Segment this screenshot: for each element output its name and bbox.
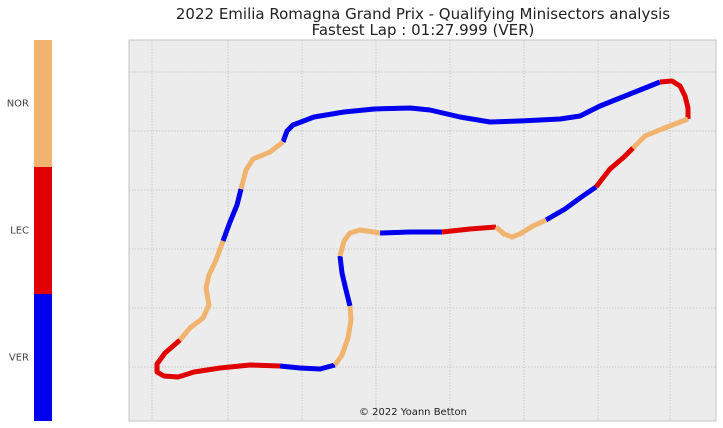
minisector-lec-0 [659, 78, 691, 119]
chart-title: 2022 Emilia Romagna Grand Prix - Qualify… [176, 5, 670, 23]
colorbar-label-lec: LEC [10, 226, 29, 237]
colorbar-segment-ver [34, 294, 52, 421]
minisector-lec-3 [154, 338, 281, 380]
colorbar-label-nor: NOR [7, 99, 29, 110]
minisector-lec-2 [441, 224, 497, 235]
minisector-nor-2 [238, 140, 285, 190]
minisector-ver-4 [337, 255, 353, 307]
minisector-lec-1 [594, 146, 635, 189]
colorbar-label-ver: VER [9, 353, 29, 364]
minisector-nor-4 [337, 227, 381, 257]
colorbar-segment-nor [34, 40, 52, 167]
chart-subtitle: Fastest Lap : 01:27.999 (VER) [312, 21, 535, 39]
minisector-nor-0 [631, 116, 689, 150]
minisector-ver-5 [279, 362, 336, 372]
credit-text: © 2022 Yoann Betton [359, 407, 467, 418]
colorbar-segment-lec [34, 167, 52, 294]
minisector-ver-1 [220, 188, 244, 242]
minisector-nor-1 [494, 217, 548, 240]
track-line [154, 78, 691, 380]
minisector-nor-3 [178, 240, 226, 342]
colorbar-legend: NOR LEC VER [7, 40, 52, 421]
minisector-ver-3 [379, 229, 442, 236]
minisector-ver-0 [280, 79, 661, 143]
minisector-nor-5 [332, 305, 354, 367]
minisector-ver-2 [544, 184, 598, 223]
